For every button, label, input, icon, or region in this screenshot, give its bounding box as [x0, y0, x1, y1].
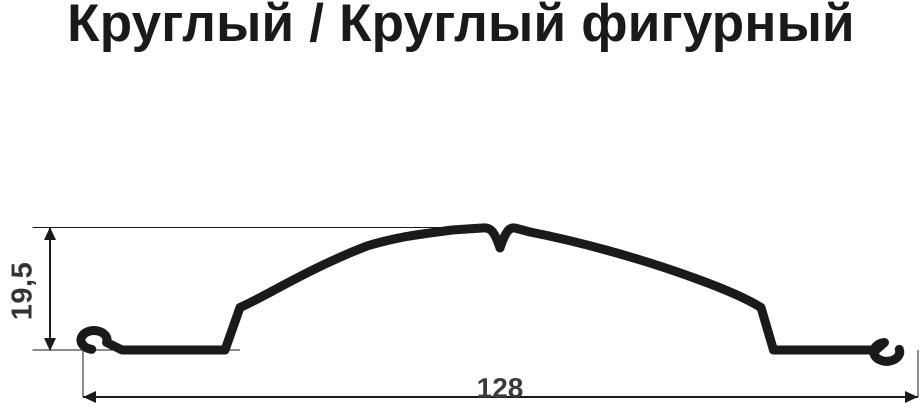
- svg-text:128: 128: [477, 372, 524, 403]
- svg-text:19,5: 19,5: [7, 262, 39, 320]
